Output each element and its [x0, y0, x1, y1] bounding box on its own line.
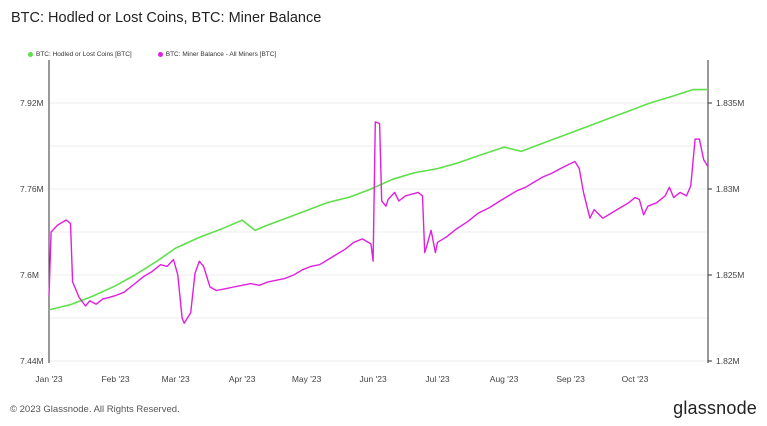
left-tick-label: 7.76M	[20, 184, 44, 194]
chart-title: BTC: Hodled or Lost Coins, BTC: Miner Ba…	[11, 10, 322, 26]
right-tick-label: 1.83M	[716, 184, 740, 194]
left-tick-label: 7.6M	[20, 270, 39, 280]
left-tick-label: 7.92M	[20, 98, 44, 108]
x-tick-label: Feb '23	[101, 374, 129, 384]
series-line-hodled	[48, 88, 708, 311]
legend-item-hodled[interactable]: BTC: Hodled or Lost Coins [BTC]	[28, 51, 132, 58]
series-line-miner-balance	[48, 121, 709, 324]
x-tick-label: Mar '23	[162, 374, 190, 384]
x-tick-label: Apr '23	[229, 374, 256, 384]
x-tick-label: Aug '23	[490, 374, 519, 384]
x-tick-label: Sep '23	[556, 374, 585, 384]
legend-label-miner-balance: BTC: Miner Balance - All Miners [BTC]	[165, 51, 277, 58]
x-tick-label: Jun '23	[360, 374, 387, 384]
x-tick-label: Oct '23	[622, 374, 649, 384]
x-tick-label: May '23	[292, 374, 322, 384]
left-axis-ticks: 7.92M 7.76M 7.6M 7.44M	[20, 98, 44, 366]
series-layer	[48, 88, 709, 324]
legend-dot-miner-balance	[157, 52, 163, 57]
right-tick-label: 1.82M	[716, 356, 740, 366]
copyright-footer: © 2023 Glassnode. All Rights Reserved.	[10, 404, 180, 415]
gridlines	[49, 102, 708, 362]
right-tick-label: 1.835M	[716, 98, 744, 108]
brand-logo[interactable]: glassnode	[673, 398, 757, 418]
legend-dot-hodled	[28, 52, 33, 57]
x-tick-label: Jan '23	[35, 374, 62, 384]
right-tick-label: 1.825M	[716, 270, 744, 280]
x-axis-ticks: Jan '23 Feb '23 Mar '23 Apr '23 May '23 Jun '…	[35, 374, 648, 384]
legend-item-miner-balance[interactable]: BTC: Miner Balance - All Miners [BTC]	[157, 51, 277, 58]
left-tick-label: 7.44M	[20, 356, 44, 366]
legend-label-hodled: BTC: Hodled or Lost Coins [BTC]	[36, 51, 132, 58]
legend: BTC: Hodled or Lost Coins [BTC] BTC: Min…	[28, 51, 276, 58]
right-axis-ticks: 1.835M 1.83M 1.825M 1.82M	[708, 98, 744, 366]
x-tick-label: Jul '23	[425, 374, 450, 384]
